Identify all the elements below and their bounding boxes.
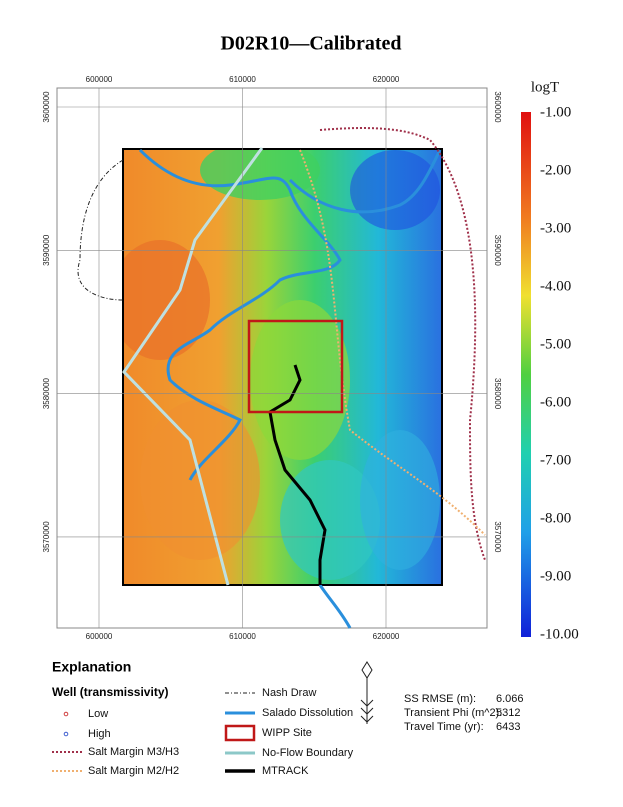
colorbar-tick-label: -10.00	[540, 626, 579, 642]
legend-item: Salado Dissolution	[262, 707, 353, 719]
salt-margin-m3-h3	[319, 127, 486, 561]
legend-item: Salt Margin M2/H2	[88, 765, 179, 777]
mtrack	[268, 364, 327, 585]
salado-dissolution	[318, 584, 352, 629]
stat-value: 6.066	[496, 693, 524, 705]
y-tick-label: 3590000	[493, 235, 502, 267]
legend-item: Low	[88, 708, 108, 720]
legend-item: Nash Draw	[262, 687, 316, 699]
x-tick-label: 600000	[86, 75, 113, 84]
salado-dissolution	[288, 149, 442, 214]
legend-item: Salt Margin M3/H3	[88, 746, 179, 758]
y-tick-label: 3570000	[42, 521, 51, 553]
colorbar-tick-label: -2.00	[540, 162, 571, 178]
stat-value: 5312	[496, 707, 520, 719]
no-flow-boundary	[122, 147, 264, 586]
colorbar-tick-label: -5.00	[540, 336, 571, 352]
legend-item: High	[88, 728, 111, 740]
colorbar-tick-label: -1.00	[540, 104, 571, 120]
title: D02R10—Calibrated	[220, 33, 401, 55]
colorbar-tick-label: -4.00	[540, 278, 571, 294]
map: 600000 600000 610000 610000 620000 620000 3600…	[42, 75, 502, 641]
stat-label: Travel Time (yr):	[404, 721, 484, 733]
legend-symbol	[224, 724, 256, 742]
x-tick-label: 610000	[229, 632, 256, 641]
y-tick-label: 3600000	[42, 91, 51, 123]
x-tick-label: 620000	[373, 75, 400, 84]
x-tick-label: 610000	[229, 75, 256, 84]
y-tick-label: 3590000	[42, 234, 51, 266]
stat-label: SS RMSE (m):	[404, 693, 476, 705]
salado-dissolution	[138, 148, 342, 481]
y-tick-label: 3580000	[42, 377, 51, 409]
y-tick-label: 3600000	[493, 91, 502, 123]
legend-symbol	[63, 731, 69, 737]
colorbar	[521, 112, 531, 637]
model-boundary	[122, 148, 443, 586]
wipp-site	[247, 319, 344, 414]
colorbar-tick-label: -9.00	[540, 568, 571, 584]
salt-margin-m2-h2	[299, 149, 486, 536]
stat-value: 6433	[496, 721, 520, 733]
legend-heading: Explanation	[52, 659, 131, 675]
colorbar-tick-label: -6.00	[540, 394, 571, 410]
colorbar-title: logT	[531, 79, 559, 95]
north-arrow	[360, 661, 374, 724]
y-tick-label: 3580000	[493, 378, 502, 410]
legend-symbol	[63, 711, 69, 717]
legend-item: No-Flow Boundary	[262, 747, 354, 759]
x-tick-label: 620000	[373, 632, 400, 641]
legend-item: WIPP Site	[262, 727, 312, 739]
colorbar-tick-label: -7.00	[540, 452, 571, 468]
stat-label: Transient Phi (m^2):	[404, 707, 502, 719]
legend-item: MTRACK	[262, 765, 309, 777]
legend-subheading: Well (transmissivity)	[52, 685, 168, 699]
x-tick-label: 600000	[86, 632, 113, 641]
colorbar-tick-label: -3.00	[540, 220, 571, 236]
y-tick-label: 3570000	[493, 521, 502, 553]
colorbar-tick-label: -8.00	[540, 510, 571, 526]
